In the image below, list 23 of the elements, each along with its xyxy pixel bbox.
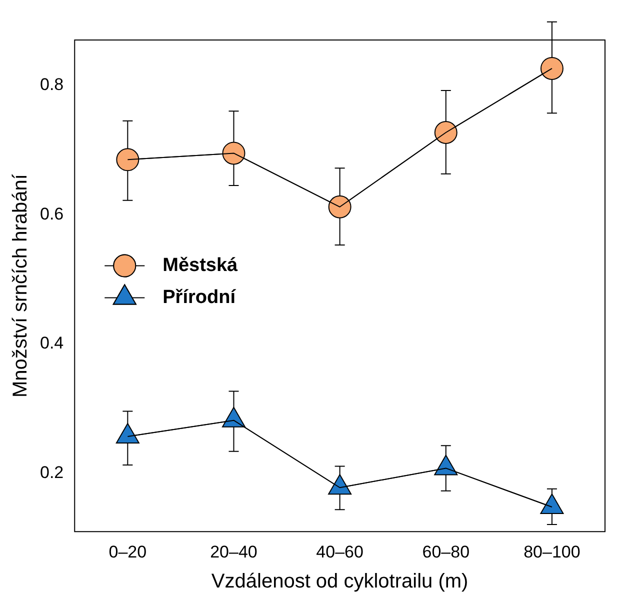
point — [540, 56, 564, 80]
y-axis-title: Množství srnčích hrabání — [10, 174, 32, 398]
x-tick-label: 20–40 — [210, 542, 258, 562]
point — [116, 423, 140, 444]
point — [222, 142, 246, 165]
point — [222, 406, 246, 428]
x-tick-label: 60–80 — [422, 542, 470, 562]
point — [540, 494, 564, 514]
y-tick-label: 0.6 — [40, 204, 64, 224]
y-tick-label: 0.4 — [40, 334, 64, 353]
legend-label: Městská — [162, 255, 238, 276]
point — [328, 474, 352, 495]
x-tick-label: 40–60 — [316, 542, 364, 562]
legend-label: Přírodní — [162, 287, 236, 308]
point — [434, 454, 458, 476]
point — [116, 148, 140, 172]
y-tick-label: 0.2 — [40, 463, 64, 482]
x-tick-label: 80–100 — [524, 542, 580, 562]
point — [328, 195, 352, 218]
point — [434, 121, 458, 144]
x-axis-title: Vzdálenost od cyklotrailu (m) — [211, 570, 468, 593]
x-tick-label: 0–20 — [108, 542, 147, 562]
y-tick-label: 0.8 — [40, 74, 64, 94]
